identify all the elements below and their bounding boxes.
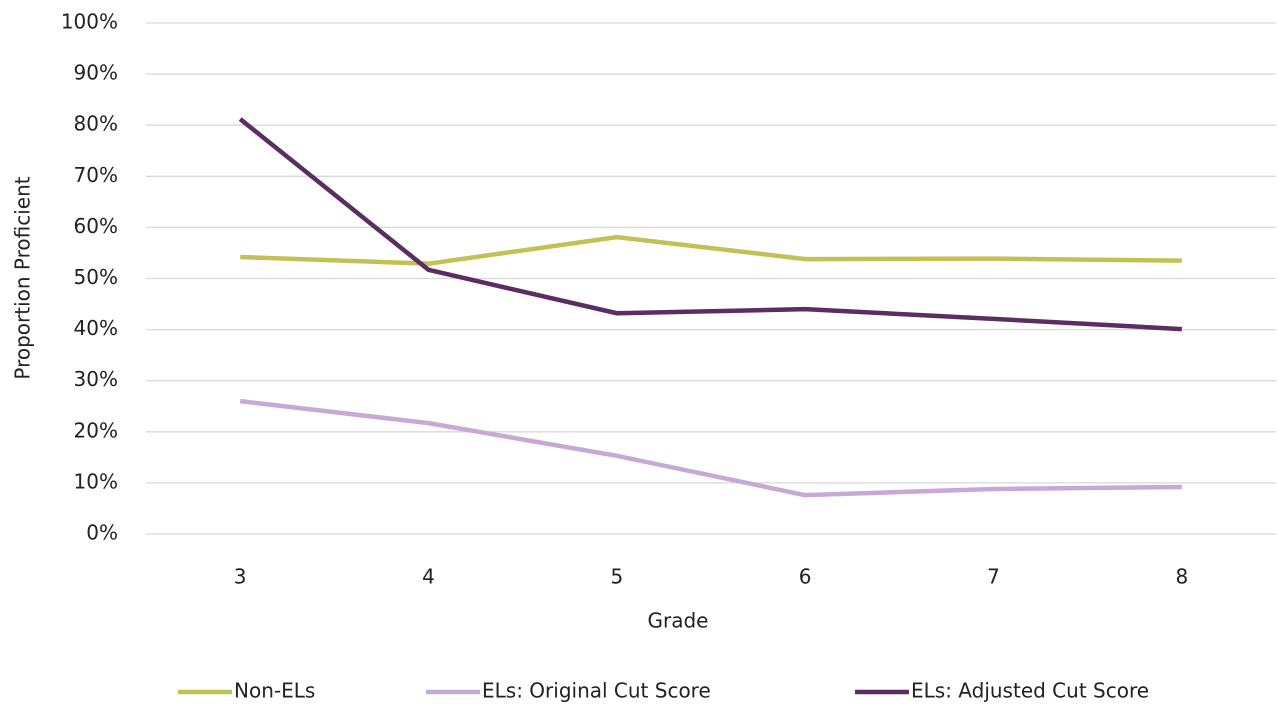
y-tick-label: 90% — [74, 61, 118, 85]
y-tick-label: 80% — [74, 112, 118, 136]
y-tick-label: 70% — [74, 163, 118, 187]
x-tick-label: 4 — [422, 565, 435, 589]
x-tick-label: 6 — [799, 565, 812, 589]
y-tick-label: 50% — [74, 265, 118, 289]
y-tick-label: 100% — [61, 10, 118, 34]
x-tick-label: 3 — [234, 565, 247, 589]
legend-label: Non-ELs — [234, 679, 315, 703]
y-axis-label: Proportion Proficient — [11, 176, 35, 379]
x-axis-label: Grade — [648, 609, 709, 633]
y-tick-label: 30% — [74, 367, 118, 391]
y-tick-label: 40% — [74, 316, 118, 340]
y-tick-label: 20% — [74, 418, 118, 442]
y-tick-label: 10% — [74, 469, 118, 493]
x-tick-label: 8 — [1175, 565, 1188, 589]
series-line — [239, 398, 1182, 498]
legend-label: ELs: Adjusted Cut Score — [911, 679, 1149, 703]
y-tick-label: 0% — [86, 521, 118, 545]
series-line — [238, 117, 1182, 332]
y-tick-label: 60% — [74, 214, 118, 238]
x-tick-label: 5 — [610, 565, 623, 589]
legend-label: ELs: Original Cut Score — [482, 679, 711, 703]
series-line — [240, 234, 1182, 266]
x-tick-label: 7 — [987, 565, 1000, 589]
